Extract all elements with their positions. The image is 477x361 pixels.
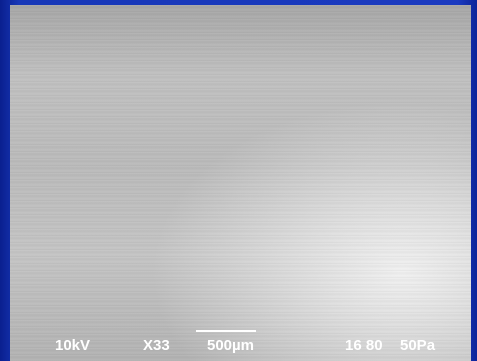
voltage-label: 10kV — [55, 337, 90, 354]
sem-screenshot: 10kV X33 500µm 16 80 50Pa — [0, 0, 477, 361]
scale-bar — [196, 330, 256, 332]
magnification-label: X33 — [143, 337, 170, 354]
pressure-label: 50Pa — [400, 337, 435, 354]
code-label: 16 80 — [345, 337, 383, 354]
scale-label: 500µm — [207, 337, 254, 354]
sem-image — [10, 5, 471, 361]
